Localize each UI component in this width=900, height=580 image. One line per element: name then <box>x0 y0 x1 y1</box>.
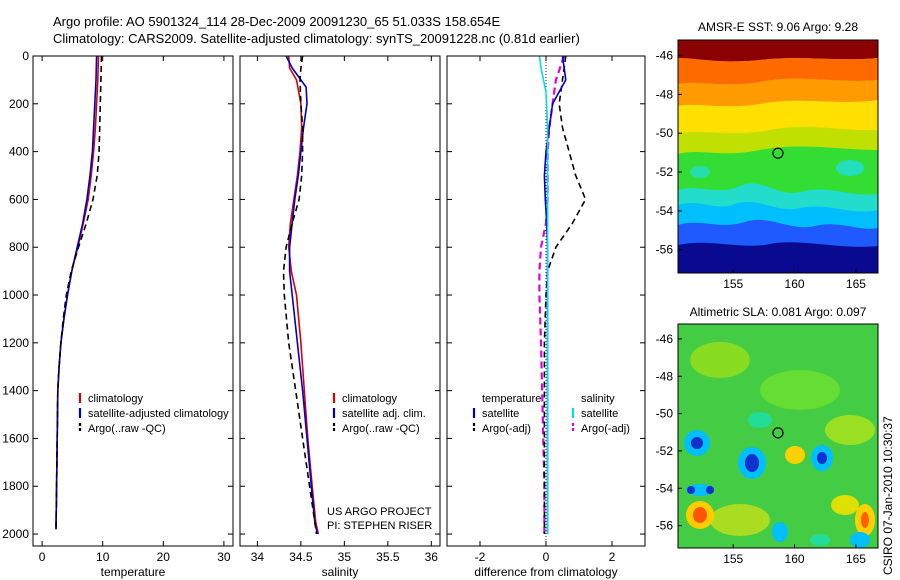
sla-heatmap <box>678 324 878 548</box>
project-annotation: PI: STEPHEN RISER <box>327 520 432 532</box>
plot-frame <box>446 55 646 547</box>
x-tick-label: 36 <box>425 550 439 564</box>
sla-map-title: Altimetric SLA: 0.081 Argo: 0.097 <box>690 305 867 319</box>
y-tick-label: 1000 <box>2 288 29 302</box>
series-line-sal_satellite <box>538 55 549 534</box>
x-tick-label: 155 <box>723 552 743 566</box>
x-tick-label: 160 <box>785 552 805 566</box>
y-tick-label: -52 <box>656 444 674 458</box>
x-tick-label: -2 <box>475 550 486 564</box>
y-tick-label: 0 <box>22 49 29 63</box>
legend-label: Argo(..raw -QC) <box>342 423 420 435</box>
legend-label: satellite adj. clim. <box>342 408 426 420</box>
x-axis-label: difference from climatology <box>474 565 617 579</box>
x-tick-label: 165 <box>846 277 866 291</box>
y-tick-label: -48 <box>656 87 674 101</box>
series-line-satellite <box>55 55 98 530</box>
series-line-sal_argo <box>538 55 566 534</box>
y-tick-label: -54 <box>656 204 674 218</box>
y-tick-label: -56 <box>656 519 674 533</box>
x-axis-label: temperature <box>101 565 166 579</box>
series-line-climatology <box>55 55 100 530</box>
series-line-satellite <box>285 55 319 535</box>
sla-map-panel: Altimetric SLA: 0.081 Argo: 0.097 <box>656 305 879 566</box>
x-axis-label: salinity <box>322 565 359 579</box>
y-tick-label: 1600 <box>2 431 29 445</box>
figure-title: Argo profile: AO 5901324_114 28-Dec-2009… <box>53 14 501 29</box>
sst-map-axes: 155 160 165 -46 -48 -50 -52 -54 -56 <box>656 49 867 291</box>
legend-group-title: salinity <box>581 393 615 405</box>
x-tick-label: 2 <box>609 550 616 564</box>
sst-map-panel: AMSR-E SST: 9.06 Argo: 9.28 155 160 165 -46… <box>656 20 879 291</box>
y-tick-label: -50 <box>656 126 674 140</box>
x-tick-label: 10 <box>96 550 110 564</box>
temperature-panel: 0 10 20 30 0 200 400 600 800 1000 1200 1400 1600 1800… <box>2 49 234 579</box>
plot-frame <box>239 55 441 547</box>
y-tick-label: 600 <box>9 192 29 206</box>
y-tick-label: -46 <box>656 49 674 63</box>
x-tick-label: 35.5 <box>376 550 400 564</box>
x-tick-label: 155 <box>723 277 743 291</box>
legend-label: Argo(-adj) <box>581 423 630 435</box>
y-tick-label: -46 <box>656 332 674 346</box>
x-tick-label: 0 <box>543 550 550 564</box>
y-tick-label: 1200 <box>2 336 29 350</box>
x-tick-label: 30 <box>217 550 231 564</box>
series-line-argo <box>282 55 318 535</box>
legend-label: satellite-adjusted climatology <box>88 408 229 420</box>
figure-subtitle: Climatology: CARS2009. Satellite-adjuste… <box>53 31 580 46</box>
legend-label: Argo(-adj) <box>482 423 531 435</box>
legend-label: climatology <box>342 393 398 405</box>
series-line-argo <box>543 55 587 534</box>
x-tick-label: 165 <box>846 552 866 566</box>
y-tick-label: -48 <box>656 369 674 383</box>
sla-map-axes: 155 160 165 -46 -48 -50 -52 -54 -56 <box>656 332 867 566</box>
legend-label: climatology <box>88 393 144 405</box>
salinity-panel: 34 34.5 35 35.5 36 salinity climatology satelli… <box>239 55 441 579</box>
y-tick-label: -50 <box>656 407 674 421</box>
y-tick-label: 1800 <box>2 479 29 493</box>
sst-map-title: AMSR-E SST: 9.06 Argo: 9.28 <box>698 20 858 34</box>
x-tick-label: 34.5 <box>289 550 313 564</box>
legend-label: Argo(..raw -QC) <box>88 423 166 435</box>
legend-label: satellite <box>581 408 618 420</box>
y-tick-label: -56 <box>656 243 674 257</box>
x-tick-label: 35 <box>338 550 352 564</box>
plot-frame <box>32 55 234 547</box>
credit-stamp: CSIRO 07-Jan-2010 10:30:37 <box>881 416 895 575</box>
y-tick-label: 200 <box>9 97 29 111</box>
y-tick-label: 800 <box>9 240 29 254</box>
x-tick-label: 0 <box>39 550 46 564</box>
y-tick-label: 2000 <box>2 527 29 541</box>
y-tick-label: 400 <box>9 145 29 159</box>
x-tick-label: 20 <box>157 550 171 564</box>
legend-group-title: temperature <box>482 393 541 405</box>
y-tick-label: -52 <box>656 165 674 179</box>
x-tick-label: 160 <box>785 277 805 291</box>
argo-position-marker <box>772 147 784 159</box>
project-annotation: US ARGO PROJECT <box>327 506 432 518</box>
argo-position-marker <box>772 427 784 439</box>
y-tick-label: 1400 <box>2 384 29 398</box>
sst-heatmap <box>678 40 878 273</box>
legend-label: satellite <box>482 408 519 420</box>
x-tick-label: 34 <box>251 550 265 564</box>
y-tick-label: -54 <box>656 481 674 495</box>
